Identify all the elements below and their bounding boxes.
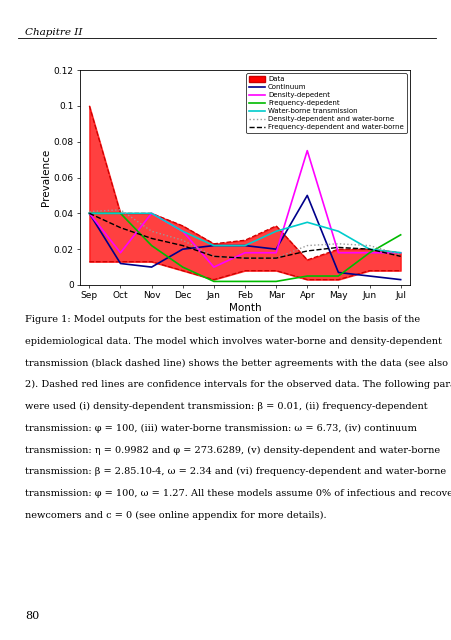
Text: newcomers and c = 0 (see online appendix for more details).: newcomers and c = 0 (see online appendix…	[25, 511, 326, 520]
Density-dependent and water-borne	[148, 227, 154, 235]
Water-borne transmission	[335, 227, 341, 235]
Text: were used (i) density-dependent transmission: β = 0.01, (ii) frequency-dependent: were used (i) density-dependent transmis…	[25, 402, 427, 411]
Continuum	[242, 242, 247, 250]
Water-borne transmission	[87, 209, 92, 217]
Density-depedent	[304, 147, 309, 154]
Frequency-dependent and water-borne	[397, 253, 402, 260]
Line: Density-depedent: Density-depedent	[89, 150, 400, 267]
Frequency-dependent and water-borne	[179, 242, 185, 250]
Density-dependent and water-borne	[397, 251, 402, 259]
Water-borne transmission	[148, 209, 154, 217]
Continuum	[273, 245, 278, 253]
Frequency-dependent and water-borne	[304, 247, 309, 255]
Text: Figure 1: Model outputs for the best estimation of the model on the basis of the: Figure 1: Model outputs for the best est…	[25, 315, 419, 324]
Water-borne transmission	[118, 209, 123, 217]
Water-borne transmission	[179, 227, 185, 235]
Density-dependent and water-borne	[366, 242, 372, 250]
Text: transmission: φ = 100, ω = 1.27. All these models assume 0% of infectious and re: transmission: φ = 100, ω = 1.27. All the…	[25, 489, 451, 498]
Continuum	[179, 245, 185, 253]
Frequency-dependent and water-borne	[148, 235, 154, 243]
Frequency-depedent	[335, 272, 341, 280]
Density-depedent	[335, 249, 341, 257]
Continuum	[335, 269, 341, 276]
Density-dependent and water-borne	[273, 254, 278, 262]
Frequency-depedent	[366, 249, 372, 257]
Text: 80: 80	[25, 611, 39, 621]
Density-depedent	[242, 249, 247, 257]
Density-dependent and water-borne	[179, 236, 185, 244]
Text: epidemiological data. The model which involves water-borne and density-dependent: epidemiological data. The model which in…	[25, 337, 441, 346]
Density-depedent	[397, 249, 402, 257]
Density-dependent and water-borne	[87, 208, 92, 216]
Frequency-depedent	[304, 272, 309, 280]
Frequency-depedent	[179, 263, 185, 271]
Density-depedent	[273, 249, 278, 257]
Continuum	[397, 276, 402, 284]
Legend: Data, Continuum, Density-depedent, Frequency-depedent, Water-borne transmission,: Data, Continuum, Density-depedent, Frequ…	[246, 74, 405, 133]
Frequency-depedent	[397, 231, 402, 239]
Continuum	[304, 191, 309, 199]
Frequency-depedent	[148, 242, 154, 250]
Continuum	[211, 242, 216, 250]
Continuum	[148, 263, 154, 271]
Line: Water-borne transmission: Water-borne transmission	[89, 213, 400, 253]
Continuum	[118, 260, 123, 268]
Density-dependent and water-borne	[335, 240, 341, 248]
Water-borne transmission	[273, 227, 278, 235]
Density-depedent	[148, 209, 154, 217]
Text: transmission: η = 0.9982 and φ = 273.6289, (v) density-dependent and water-borne: transmission: η = 0.9982 and φ = 273.628…	[25, 445, 439, 454]
Density-depedent	[118, 249, 123, 257]
Frequency-depedent	[242, 278, 247, 285]
Density-depedent	[211, 263, 216, 271]
Text: Chapitre II: Chapitre II	[25, 28, 82, 37]
Density-depedent	[87, 209, 92, 217]
Frequency-dependent and water-borne	[118, 224, 123, 232]
Water-borne transmission	[366, 245, 372, 253]
Frequency-depedent	[118, 209, 123, 217]
Continuum	[87, 209, 92, 217]
Y-axis label: Prevalence: Prevalence	[41, 149, 51, 206]
Line: Density-dependent and water-borne: Density-dependent and water-borne	[89, 210, 400, 258]
Density-depedent	[366, 249, 372, 257]
Density-dependent and water-borne	[304, 242, 309, 250]
Frequency-depedent	[211, 278, 216, 285]
Text: 2). Dashed red lines are confidence intervals for the observed data. The followi: 2). Dashed red lines are confidence inte…	[25, 380, 451, 389]
Density-depedent	[179, 227, 185, 235]
Density-dependent and water-borne	[211, 253, 216, 260]
Water-borne transmission	[242, 242, 247, 250]
Water-borne transmission	[211, 242, 216, 250]
Continuum	[366, 272, 372, 280]
Density-dependent and water-borne	[118, 206, 123, 214]
Density-dependent and water-borne	[242, 254, 247, 262]
Frequency-depedent	[87, 209, 92, 217]
Frequency-dependent and water-borne	[335, 244, 341, 252]
Text: transmission: φ = 100, (iii) water-borne transmission: ω = 6.73, (iv) continuum: transmission: φ = 100, (iii) water-borne…	[25, 424, 416, 433]
Frequency-dependent and water-borne	[366, 245, 372, 253]
Line: Frequency-depedent: Frequency-depedent	[89, 213, 400, 282]
Frequency-dependent and water-borne	[211, 253, 216, 260]
Text: transmission: β = 2.85.10-4, ω = 2.34 and (vi) frequency-dependent and water-bor: transmission: β = 2.85.10-4, ω = 2.34 an…	[25, 467, 445, 476]
Water-borne transmission	[397, 249, 402, 257]
Line: Frequency-dependent and water-borne: Frequency-dependent and water-borne	[89, 213, 400, 258]
Frequency-depedent	[273, 278, 278, 285]
Frequency-dependent and water-borne	[273, 254, 278, 262]
Frequency-dependent and water-borne	[87, 209, 92, 217]
Water-borne transmission	[304, 218, 309, 226]
Text: transmission (black dashed line) shows the better agreements with the data (see : transmission (black dashed line) shows t…	[25, 358, 451, 367]
Line: Continuum: Continuum	[89, 195, 400, 280]
Frequency-dependent and water-borne	[242, 254, 247, 262]
X-axis label: Month: Month	[228, 303, 261, 313]
